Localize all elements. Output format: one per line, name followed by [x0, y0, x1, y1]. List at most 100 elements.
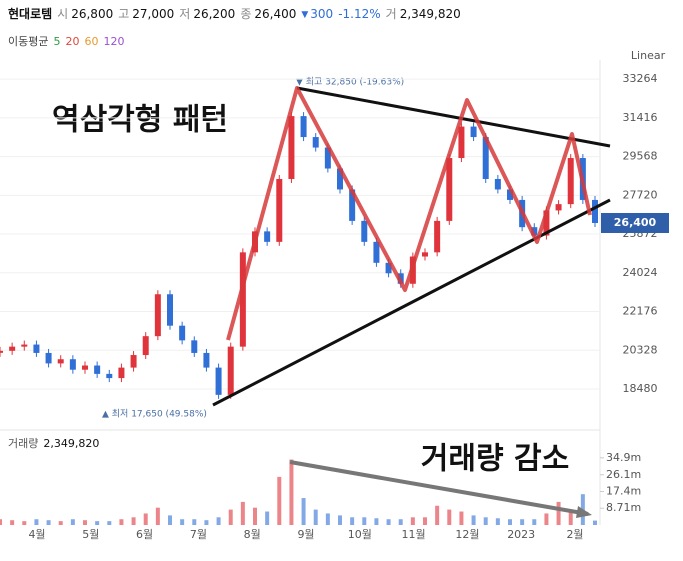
- volume-bar: [34, 519, 39, 525]
- candle: [349, 189, 356, 221]
- candle: [203, 352, 210, 368]
- volume-bar: [459, 511, 464, 525]
- arrow-head: [576, 506, 592, 518]
- ma-title: 이동평균: [8, 35, 48, 48]
- candle: [264, 231, 271, 242]
- zigzag: [226, 86, 592, 341]
- volume-bar: [46, 520, 51, 525]
- volume-bar: [325, 513, 330, 525]
- ma-period: 60: [84, 35, 98, 48]
- ma-legend: 이동평균 5 20 60 120: [8, 35, 124, 48]
- volume-bar: [556, 501, 561, 525]
- ma-period: 120: [103, 35, 124, 48]
- volume-bar: [216, 517, 221, 525]
- candle: [446, 158, 453, 221]
- field-label: 종: [240, 7, 251, 21]
- candle: [482, 137, 489, 179]
- volume-bar: [520, 519, 525, 525]
- candle: [191, 340, 198, 353]
- volume-bar: [313, 509, 318, 525]
- candle: [494, 178, 501, 190]
- candle: [0, 350, 3, 353]
- x-tick-label: 6월: [136, 528, 153, 541]
- volume-bar: [95, 521, 100, 525]
- volume-bar: [240, 501, 245, 525]
- field-label: 거: [386, 7, 397, 21]
- volume-bar: [495, 518, 500, 525]
- volume-bar: [180, 519, 185, 525]
- candle: [227, 346, 234, 395]
- field-label: 고: [118, 7, 129, 21]
- volume-bar: [0, 519, 2, 525]
- candle: [167, 294, 173, 326]
- candle: [592, 199, 598, 223]
- drawings: [212, 86, 611, 518]
- volume-bar: [265, 511, 270, 525]
- volume-bar: [386, 519, 391, 525]
- support-line: [212, 198, 611, 407]
- volume-bar: [22, 521, 27, 525]
- candle: [154, 294, 161, 337]
- field-label: 저: [179, 7, 190, 21]
- candle: [82, 365, 88, 370]
- pattern-annotation: 역삼각형 패턴: [52, 103, 228, 138]
- volume-bar: [168, 515, 172, 525]
- header: 현대로템 시 26,800 고 27,000 저 26,200 종 26,400 ▼ 300 -1.1…: [8, 6, 461, 21]
- volume-bar: [289, 459, 294, 525]
- resistance-line: [296, 86, 611, 148]
- volume-bar: [143, 513, 148, 525]
- volume-bar: [374, 518, 379, 525]
- x-tick-label: 2월: [566, 528, 583, 541]
- volume-tick-label: 26.1m: [606, 468, 641, 481]
- field-value: 26,200: [193, 7, 235, 21]
- volume-bar: [301, 498, 306, 525]
- low-marker: ▲ 최저 17,650 (49.58%): [102, 409, 207, 420]
- candle: [276, 178, 283, 242]
- x-tick-label: 7월: [190, 528, 207, 541]
- candle: [470, 126, 477, 138]
- candle: [130, 355, 137, 368]
- x-tick-label: 10월: [348, 528, 372, 541]
- candle: [57, 359, 64, 364]
- volume-bar: [568, 509, 573, 525]
- x-tick-label: 5월: [82, 528, 99, 541]
- candle: [94, 365, 101, 374]
- volume-tick-label: 34.9m: [606, 451, 641, 464]
- field-value: 27,000: [132, 7, 174, 21]
- change: 300: [310, 7, 333, 21]
- x-tick-label: 9월: [297, 528, 314, 541]
- volume-bar: [410, 517, 415, 525]
- y-tick-label: 22176: [623, 305, 658, 318]
- stock-name: 현대로템: [8, 6, 52, 21]
- volume-bar: [58, 521, 63, 525]
- candle: [507, 189, 513, 200]
- volume-bar: [350, 517, 355, 525]
- volume-label: 거래량: [8, 437, 38, 450]
- volume-bar: [155, 507, 160, 525]
- candle: [555, 204, 562, 211]
- change-arrow: ▼: [301, 10, 308, 20]
- field-label: 시: [57, 7, 68, 21]
- last-price-tag: [601, 212, 669, 233]
- volume-bar: [131, 517, 136, 525]
- candle: [239, 252, 246, 347]
- candle: [33, 344, 40, 353]
- candle: [118, 367, 125, 379]
- volume-tick-label: 8.71m: [606, 501, 641, 514]
- candle: [337, 168, 343, 190]
- candle: [21, 344, 28, 347]
- scale-mode[interactable]: Linear: [631, 49, 666, 62]
- volume-bar: [83, 520, 87, 525]
- volume-title: 거래량 2,349,820: [8, 437, 99, 450]
- volume-bar: [107, 521, 112, 525]
- candle: [288, 116, 295, 179]
- candle: [434, 220, 441, 253]
- volume-bar: [362, 517, 367, 525]
- candle: [458, 126, 465, 159]
- ma-period: 5: [53, 35, 60, 48]
- plot: [0, 78, 600, 525]
- volume-bar: [228, 509, 233, 525]
- change-pct: -1.12%: [338, 7, 380, 21]
- ma-period: 20: [65, 35, 79, 48]
- volume-trend: [289, 460, 589, 516]
